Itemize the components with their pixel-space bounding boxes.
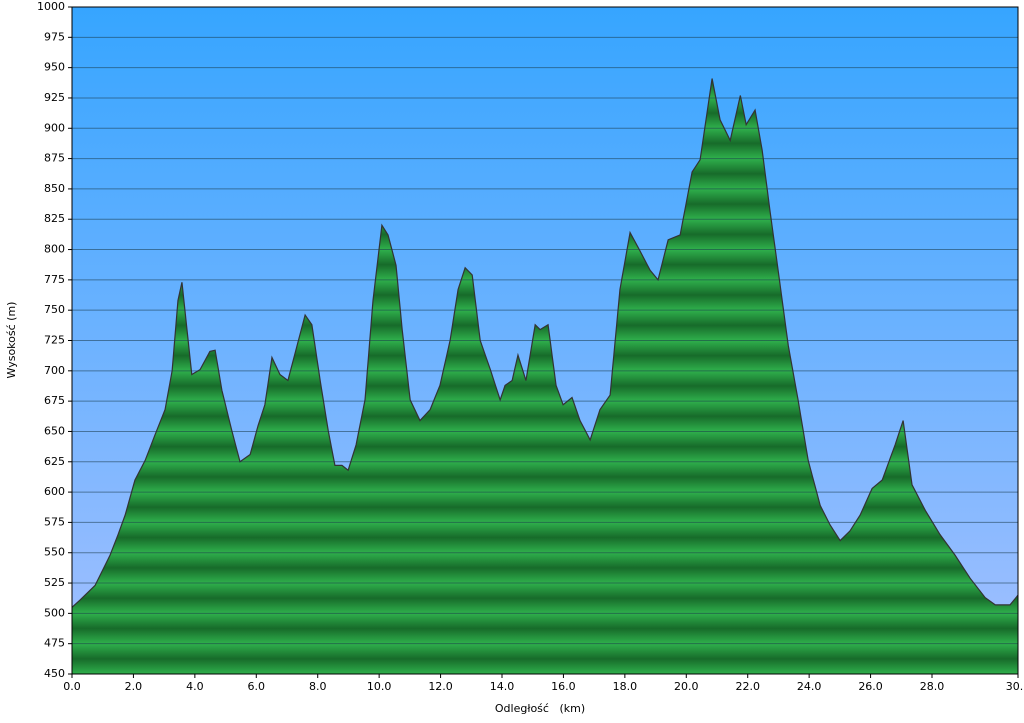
elevation-line: [71, 78, 1019, 608]
x-tick-label: 18.0: [613, 680, 638, 693]
x-tick-label: 4.0: [186, 680, 204, 693]
x-tick-label: 26.0: [858, 680, 883, 693]
y-tick-label: 775: [44, 273, 65, 286]
x-tick-label: 6.0: [248, 680, 266, 693]
x-tick-label: 8.0: [309, 680, 327, 693]
y-tick-label: 800: [44, 243, 65, 256]
y-tick-label: 625: [44, 455, 65, 468]
x-tick-label: 10.0: [367, 680, 392, 693]
y-tick-label: 950: [44, 61, 65, 74]
x-tick-label: 16.0: [551, 680, 576, 693]
y-tick-label: 450: [44, 667, 65, 680]
y-tick-label: 600: [44, 485, 65, 498]
x-tick-label: 30.8: [1006, 680, 1024, 693]
y-tick-label: 925: [44, 91, 65, 104]
y-tick-label: 725: [44, 334, 65, 347]
elevation-area: [72, 78, 1018, 675]
y-tick-label: 500: [44, 606, 65, 619]
y-tick-label: 700: [44, 364, 65, 377]
y-tick-label: 825: [44, 212, 65, 225]
y-tick-label: 850: [44, 182, 65, 195]
y-tick-label: 1000: [37, 0, 65, 13]
y-axis-label: Wysokość (m): [5, 302, 18, 379]
x-axis-label: Odległość (km): [495, 702, 585, 715]
x-tick-label: 0.0: [63, 680, 81, 693]
y-tick-label: 475: [44, 637, 65, 650]
y-tick-label: 900: [44, 121, 65, 134]
plot-frame: [71, 6, 1019, 675]
x-tick-label: 20.0: [674, 680, 699, 693]
y-tick-label: 975: [44, 30, 65, 43]
y-tick-label: 550: [44, 546, 65, 559]
x-tick-label: 22.0: [735, 680, 760, 693]
x-tick-label: 24.0: [797, 680, 822, 693]
y-tick-label: 675: [44, 394, 65, 407]
x-tick-label: 2.0: [125, 680, 143, 693]
y-tick-label: 875: [44, 152, 65, 165]
y-tick-label: 575: [44, 515, 65, 528]
x-tick-label: 12.0: [428, 680, 453, 693]
x-tick-label: 14.0: [490, 680, 515, 693]
y-tick-label: 525: [44, 576, 65, 589]
y-tick-label: 650: [44, 424, 65, 437]
x-tick-label: 28.0: [920, 680, 945, 693]
y-tick-label: 750: [44, 303, 65, 316]
